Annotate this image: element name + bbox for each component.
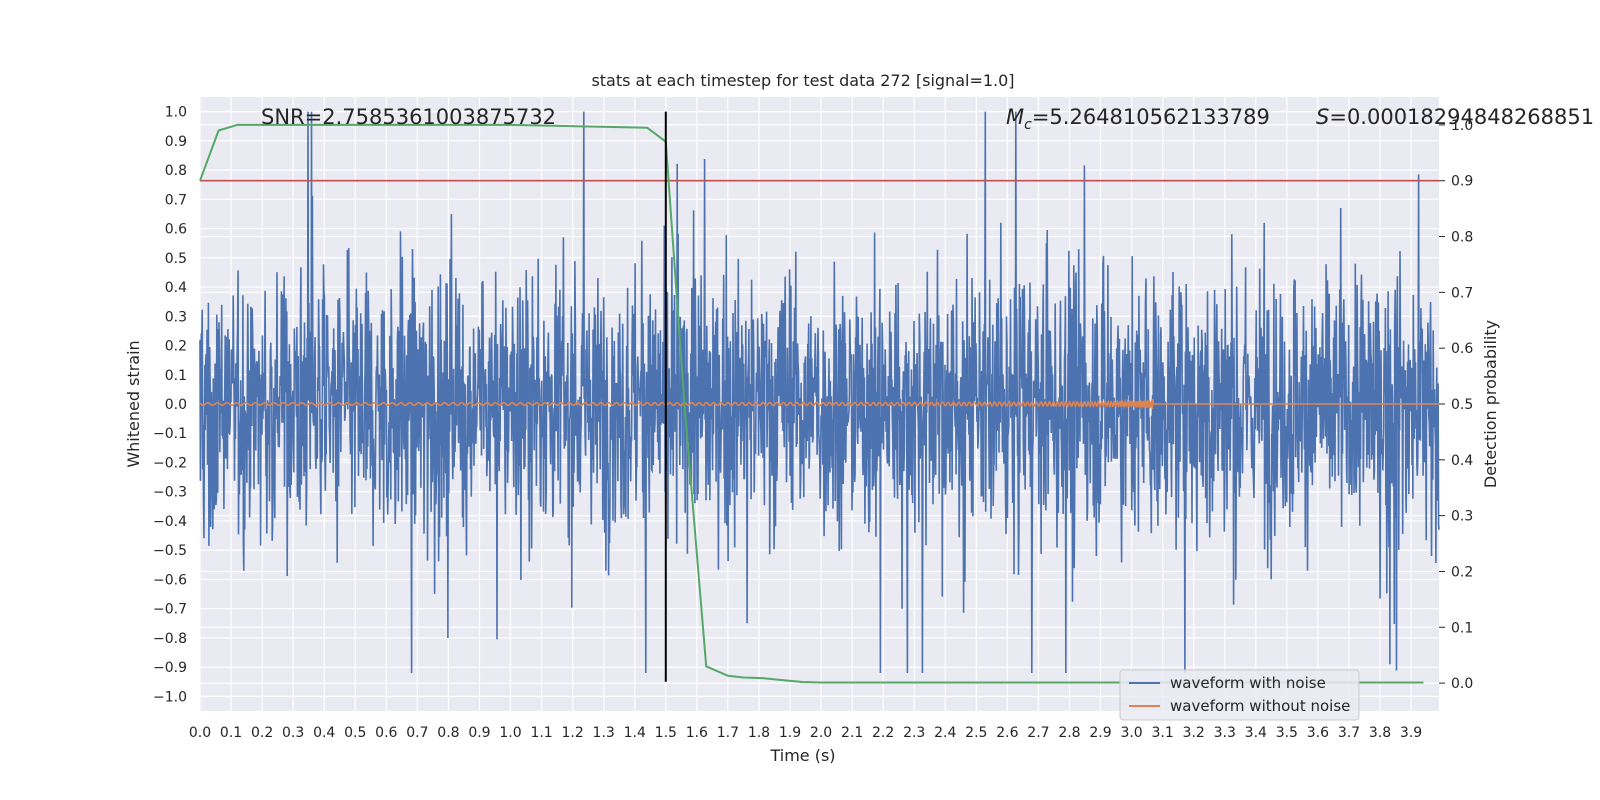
s-value: =0.00018294848268851	[1329, 105, 1594, 129]
x-tick-label: 3.1	[1151, 725, 1173, 741]
y-tick-label: −1.0	[153, 689, 187, 705]
x-tick-label: 1.9	[779, 725, 801, 741]
x-tick-label: 1.3	[593, 725, 615, 741]
x-tick-label: 1.6	[686, 725, 708, 741]
x-tick-label: 3.2	[1183, 725, 1205, 741]
y-tick-label: 0.1	[165, 368, 187, 384]
x-tick-label: 2.1	[841, 725, 863, 741]
y-axis-ticks: 1.0 0.9 0.8 0.7 0.6 0.5 0.4 0.3 0.2 0.1 0.0 −0.1 −0.…	[153, 105, 187, 706]
chirp-mass-symbol: M	[1006, 105, 1024, 129]
s-annotation: S=0.00018294848268851	[1316, 105, 1594, 129]
x-tick-label: 1.7	[717, 725, 739, 741]
x-tick-label: 3.7	[1338, 725, 1360, 741]
y-tick-label: 0.5	[165, 251, 187, 267]
legend-label-clean: waveform without noise	[1170, 697, 1350, 715]
x-axis-label: Time (s)	[769, 746, 835, 765]
x-tick-label: 2.4	[934, 725, 956, 741]
y-tick-label: 0.6	[165, 222, 187, 238]
x-tick-label: 3.5	[1276, 725, 1298, 741]
probability-path	[199, 123, 1424, 684]
chirp-mass-value: =5.264810562133789	[1032, 105, 1270, 129]
y2-axis-label: Detection probability	[1481, 320, 1500, 488]
x-tick-label: 2.7	[1027, 725, 1049, 741]
legend: waveform with noise waveform without noi…	[1119, 669, 1360, 721]
x-tick-label: 1.0	[499, 725, 521, 741]
x-tick-label: 1.4	[624, 725, 646, 741]
x-tick-label: 0.6	[375, 725, 397, 741]
legend-box	[1119, 669, 1360, 721]
x-tick-label: 0.7	[406, 725, 428, 741]
y-tick-label: −0.8	[153, 631, 187, 647]
y2-tick-label: 0.0	[1451, 676, 1473, 692]
x-tick-label: 0.2	[251, 725, 273, 741]
x-tick-label: 3.0	[1120, 725, 1142, 741]
y-tick-label: −0.3	[153, 485, 187, 501]
y-tick-label: −0.1	[153, 426, 187, 442]
y2-tick-label: 0.6	[1451, 341, 1473, 357]
y-tick-label: −0.6	[153, 572, 187, 588]
x-tick-label: 3.8	[1369, 725, 1391, 741]
y-tick-label: 0.4	[165, 280, 187, 296]
y-tick-label: 0.8	[165, 163, 187, 179]
y-tick-label: −0.9	[153, 660, 187, 676]
x-tick-label: 2.2	[872, 725, 894, 741]
y-tick-label: −0.5	[153, 543, 187, 559]
y-tick-label: −0.4	[153, 514, 187, 530]
y-tick-label: 0.9	[165, 134, 187, 150]
x-axis-ticks: 0.0 0.1 0.2 0.3 0.4 0.5 0.6 0.7 0.8 0.9 1.0 1.1 1.2 1…	[189, 725, 1422, 741]
noise-wave-path	[199, 111, 1440, 674]
legend-label-noise: waveform with noise	[1170, 674, 1326, 692]
x-tick-label: 2.0	[810, 725, 832, 741]
y2-tick-label: 0.3	[1451, 509, 1473, 525]
waveform-without-noise-series	[199, 398, 1439, 410]
chirp-mass-annotation: Mc=5.264810562133789	[1006, 105, 1270, 133]
x-tick-label: 0.4	[313, 725, 335, 741]
x-tick-label: 2.3	[903, 725, 925, 741]
chart-title: stats at each timestep for test data 272…	[591, 71, 1014, 90]
waveform-with-noise-series	[199, 111, 1440, 674]
x-tick-label: 2.9	[1089, 725, 1111, 741]
s-symbol: S	[1316, 105, 1329, 129]
detection-probability-series	[199, 123, 1424, 684]
y2-tick-label: 0.7	[1451, 285, 1473, 301]
x-tick-label: 1.1	[530, 725, 552, 741]
y2-tick-label: 0.1	[1451, 620, 1473, 636]
x-tick-label: 0.8	[437, 725, 459, 741]
y-axis-label: Whitened strain	[124, 340, 143, 467]
x-tick-label: 2.6	[996, 725, 1018, 741]
y2-tick-label: 0.9	[1451, 174, 1473, 190]
clean-wave-path	[199, 398, 1439, 410]
x-tick-label: 1.8	[748, 725, 770, 741]
chirp-mass-subscript: c	[1024, 117, 1032, 133]
y-tick-label: 0.0	[165, 397, 187, 413]
y-tick-label: −0.7	[153, 602, 187, 618]
y2-tick-label: 0.5	[1451, 397, 1473, 413]
x-tick-label: 1.2	[561, 725, 583, 741]
x-tick-label: 2.8	[1058, 725, 1080, 741]
y2-axis-ticks: 1.0 0.9 0.8 0.7 0.6 0.5 0.4 0.3 0.2 0.1 0.0	[1439, 118, 1473, 692]
y2-tick-label: 1.0	[1451, 118, 1473, 134]
x-tick-label: 0.0	[189, 725, 211, 741]
x-tick-label: 0.1	[220, 725, 242, 741]
y-tick-label: 1.0	[165, 105, 187, 121]
y-tick-label: 0.7	[165, 192, 187, 208]
y-tick-label: −0.2	[153, 455, 187, 471]
y2-tick-label: 0.4	[1451, 453, 1473, 469]
x-tick-label: 0.5	[344, 725, 366, 741]
x-tick-label: 0.9	[468, 725, 490, 741]
x-tick-label: 3.9	[1400, 725, 1422, 741]
y2-tick-label: 0.2	[1451, 564, 1473, 580]
x-tick-label: 3.3	[1214, 725, 1236, 741]
x-tick-label: 0.3	[282, 725, 304, 741]
x-tick-label: 3.4	[1245, 725, 1267, 741]
x-tick-label: 1.5	[655, 725, 677, 741]
y-tick-label: 0.3	[165, 309, 187, 325]
y2-tick-label: 0.8	[1451, 230, 1473, 246]
snr-annotation: SNR=2.7585361003875732	[261, 105, 556, 129]
x-tick-label: 3.6	[1307, 725, 1329, 741]
x-tick-label: 2.5	[965, 725, 987, 741]
y-tick-label: 0.2	[165, 339, 187, 355]
